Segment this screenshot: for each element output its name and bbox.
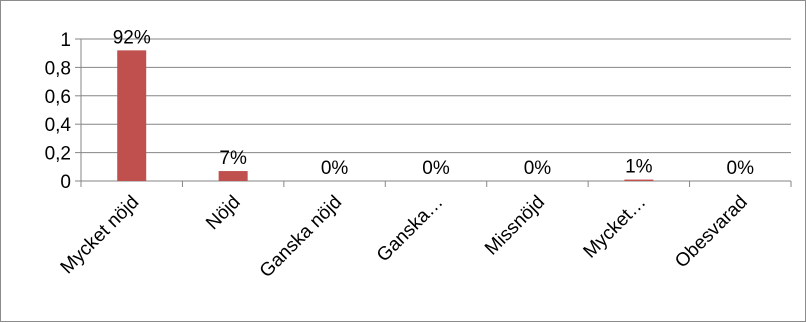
bar-0	[117, 50, 147, 181]
bar-5	[624, 179, 654, 181]
category-label-4: Missnöjd	[481, 192, 549, 260]
category-label-2: Ganska nöjd	[256, 192, 346, 282]
y-tick-label-0: 0	[60, 172, 71, 193]
y-tick-label-4: 0,8	[45, 58, 71, 79]
category-label-5: Mycket…	[580, 192, 651, 263]
y-tick-label-5: 1	[60, 30, 71, 51]
data-label-5: 1%	[625, 157, 653, 178]
data-label-0: 92%	[113, 27, 151, 48]
data-label-6: 0%	[727, 158, 755, 179]
data-label-2: 0%	[321, 158, 349, 179]
data-label-4: 0%	[524, 158, 552, 179]
category-label-6: Obesvarad	[671, 192, 752, 273]
category-label-3: Ganska…	[373, 192, 448, 267]
bar-1	[218, 171, 248, 181]
y-tick-label-2: 0,4	[45, 115, 72, 136]
y-tick-label-1: 0,2	[45, 144, 71, 165]
data-label-1: 7%	[219, 148, 247, 169]
y-tick-label-3: 0,6	[45, 87, 71, 108]
category-label-0: Mycket nöjd	[57, 192, 144, 279]
data-label-3: 0%	[422, 158, 450, 179]
category-label-1: Nöjd	[202, 192, 244, 234]
